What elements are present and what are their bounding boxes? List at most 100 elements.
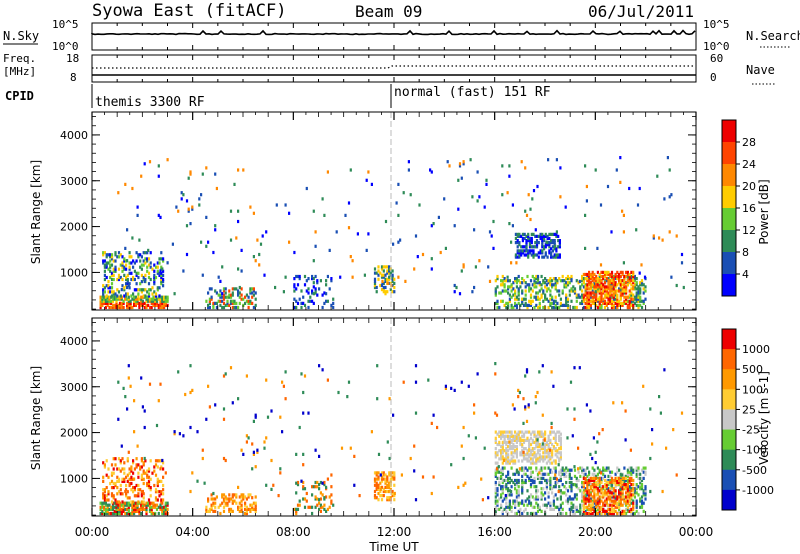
heatmap-cell bbox=[534, 245, 537, 249]
heatmap-cell bbox=[117, 417, 120, 421]
heatmap-cell bbox=[595, 501, 598, 505]
heatmap-cell bbox=[483, 446, 486, 450]
heatmap-cell bbox=[496, 461, 499, 465]
heatmap-cell bbox=[101, 299, 104, 303]
heatmap-cell bbox=[379, 489, 382, 494]
heatmap-cell bbox=[531, 453, 534, 457]
heatmap-cell bbox=[159, 505, 162, 509]
heatmap-cell bbox=[144, 294, 147, 298]
heatmap-cell bbox=[503, 485, 506, 489]
heatmap-cell bbox=[161, 267, 164, 271]
heatmap-cell bbox=[102, 494, 105, 498]
heatmap-cell bbox=[133, 288, 136, 292]
heatmap-cell bbox=[144, 251, 147, 255]
heatmap-cell bbox=[581, 283, 584, 287]
heatmap-cell bbox=[303, 274, 307, 279]
heatmap-cell bbox=[642, 491, 645, 495]
heatmap-cell bbox=[619, 478, 622, 483]
heatmap-cell bbox=[593, 285, 596, 289]
heatmap-cell bbox=[522, 480, 526, 485]
heatmap-cell bbox=[103, 490, 106, 494]
heatmap-cell bbox=[642, 384, 645, 388]
heatmap-cell bbox=[571, 434, 574, 438]
heatmap-cell bbox=[565, 466, 568, 470]
heatmap-cell bbox=[496, 470, 499, 474]
heatmap-cell bbox=[330, 279, 333, 283]
heatmap-cell bbox=[121, 467, 124, 471]
heatmap-cell bbox=[582, 509, 585, 513]
heatmap-cell bbox=[517, 279, 520, 283]
heatmap-cell bbox=[252, 452, 255, 456]
heatmap-cell bbox=[637, 493, 640, 497]
heatmap-cell bbox=[522, 503, 526, 507]
heatmap-cell bbox=[161, 295, 164, 299]
heatmap-cell bbox=[518, 253, 521, 257]
heatmap-cell bbox=[140, 475, 143, 479]
heatmap-cell bbox=[121, 255, 124, 259]
heatmap-cell bbox=[123, 471, 126, 475]
heatmap-cell bbox=[588, 480, 591, 485]
heatmap-cell bbox=[382, 471, 385, 475]
heatmap-cell bbox=[616, 283, 619, 287]
heatmap-cell bbox=[603, 474, 607, 478]
heatmap-cell bbox=[279, 467, 282, 471]
heatmap-cell bbox=[117, 467, 121, 471]
heatmap-cell bbox=[121, 500, 124, 504]
heatmap-cell bbox=[311, 289, 314, 293]
heatmap-cell bbox=[231, 305, 234, 310]
heatmap-cell bbox=[610, 272, 614, 277]
heatmap-cell bbox=[110, 301, 113, 305]
heatmap-cell bbox=[618, 505, 621, 509]
heatmap-cell bbox=[656, 174, 659, 178]
heatmap-cell bbox=[547, 447, 550, 451]
heatmap-cell bbox=[612, 509, 615, 513]
heatmap-cell bbox=[496, 305, 499, 310]
heatmap-cell bbox=[607, 491, 610, 495]
heatmap-cell bbox=[540, 434, 543, 438]
heatmap-cell bbox=[117, 500, 121, 504]
heatmap-cell bbox=[561, 483, 564, 487]
heatmap-cell bbox=[621, 480, 624, 485]
heatmap-cell bbox=[312, 209, 315, 213]
heatmap-cell bbox=[589, 277, 592, 281]
heatmap-cell bbox=[598, 476, 601, 480]
heatmap-cell bbox=[146, 251, 149, 255]
heatmap-cell bbox=[245, 497, 248, 501]
heatmap-cell bbox=[379, 481, 382, 485]
heatmap-cell bbox=[110, 479, 114, 483]
heatmap-cell bbox=[552, 507, 555, 511]
heatmap-cell bbox=[591, 503, 594, 507]
heatmap-cell bbox=[536, 497, 540, 501]
heatmap-cell bbox=[602, 285, 605, 289]
heatmap-cell bbox=[302, 301, 305, 305]
heatmap-cell bbox=[593, 299, 596, 303]
heatmap-cell bbox=[624, 409, 627, 413]
heatmap-cell bbox=[556, 505, 559, 509]
heatmap-cell bbox=[135, 273, 138, 277]
heatmap-cell bbox=[552, 503, 555, 507]
heatmap-cell bbox=[326, 378, 329, 382]
heatmap-cell bbox=[159, 215, 162, 219]
heatmap-cell bbox=[593, 501, 596, 505]
heatmap-cell bbox=[566, 274, 570, 279]
heatmap-cell bbox=[635, 491, 638, 495]
heatmap-cell bbox=[245, 507, 248, 511]
heatmap-cell bbox=[512, 434, 515, 438]
heatmap-cell bbox=[115, 301, 118, 305]
heatmap-cell bbox=[575, 509, 578, 513]
heatmap-cell bbox=[670, 193, 673, 197]
heatmap-cell bbox=[503, 478, 506, 483]
heatmap-cell bbox=[391, 475, 394, 479]
heatmap-cell bbox=[531, 461, 534, 465]
heatmap-cell bbox=[344, 213, 347, 217]
heatmap-cell bbox=[249, 287, 252, 291]
heatmap-cell bbox=[251, 295, 254, 299]
heatmap-cell bbox=[551, 249, 554, 253]
heatmap-cell bbox=[146, 257, 149, 261]
heatmap-cell bbox=[632, 281, 635, 285]
heatmap-cell bbox=[319, 509, 322, 513]
heatmap-cell bbox=[521, 501, 524, 505]
heatmap-cell bbox=[104, 501, 107, 505]
heatmap-cell bbox=[514, 236, 517, 241]
heatmap-cell bbox=[135, 457, 138, 461]
